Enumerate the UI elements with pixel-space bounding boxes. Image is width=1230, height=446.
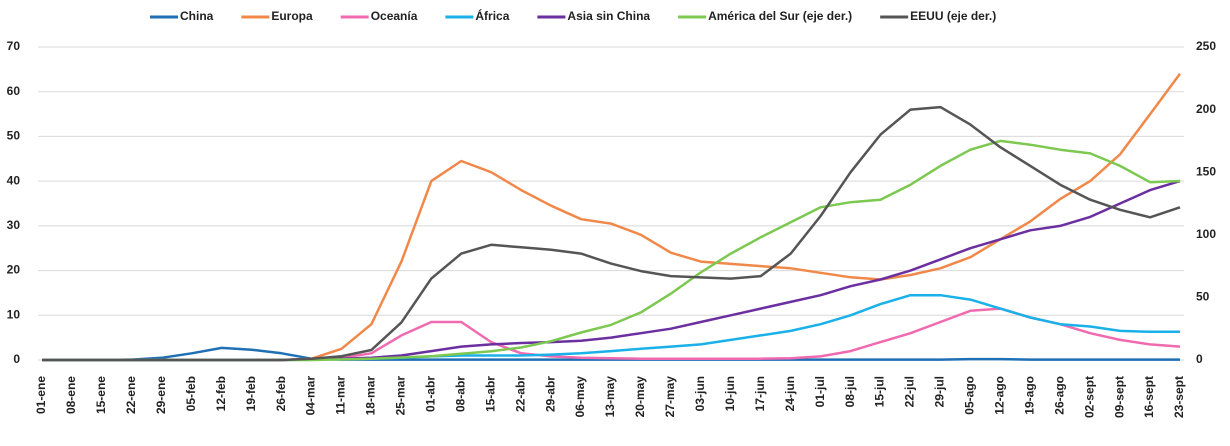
- x-tick-label: 29-jul: [933, 376, 947, 407]
- legend-label: América del Sur (eje der.): [708, 9, 852, 23]
- x-tick-label: 20-may: [633, 376, 647, 418]
- y-tick-label: 10: [7, 307, 21, 321]
- x-tick-label: 01-abr: [423, 376, 437, 412]
- y-tick-label: 0: [13, 352, 20, 366]
- x-tick-label: 23-sept: [1172, 376, 1186, 418]
- x-tick-label: 26-ago: [1052, 376, 1066, 415]
- series-line: [42, 105, 1181, 362]
- x-tick-label: 08-abr: [453, 376, 467, 412]
- x-tick-label: 19-feb: [244, 376, 258, 411]
- x-tick-label: 16-sept: [1142, 376, 1156, 418]
- x-tick-label: 08-ene: [64, 376, 78, 414]
- x-tick-label: 02-sept: [1082, 376, 1096, 418]
- x-tick-label: 11-mar: [334, 376, 348, 415]
- x-tick-label: 29-abr: [543, 376, 557, 412]
- x-tick-label: 29-ene: [154, 376, 168, 414]
- series-line: [42, 73, 1182, 362]
- x-tick-label: 15-ene: [94, 376, 108, 414]
- x-tick-label: 26-feb: [274, 376, 288, 411]
- x-tick-label: 13-may: [603, 376, 617, 418]
- x-tick-label: 12-ago: [992, 376, 1006, 415]
- x-tick-label: 01-jul: [813, 376, 827, 407]
- x-tick-label: 12-feb: [214, 376, 228, 411]
- x-tick-label: 01-ene: [34, 376, 48, 414]
- x-tick-label: 10-jun: [723, 376, 737, 411]
- y-tick-label: 30: [7, 218, 21, 232]
- y-tick-label: 60: [7, 84, 21, 98]
- y2-tick-label: 100: [1196, 227, 1216, 241]
- x-tick-label: 24-jun: [783, 376, 797, 411]
- legend-label: Oceanía: [371, 9, 418, 23]
- x-tick-label: 22-jul: [903, 376, 917, 407]
- x-tick-label: 05-ago: [963, 376, 977, 415]
- x-tick-label: 09-sept: [1112, 376, 1126, 418]
- series-line: [42, 346, 1180, 362]
- y-tick-label: 50: [7, 129, 21, 143]
- x-tick-label: 19-ago: [1022, 376, 1036, 415]
- y-tick-label: 70: [7, 39, 21, 53]
- y2-tick-label: 150: [1196, 164, 1216, 178]
- x-tick-label: 03-jun: [693, 376, 707, 411]
- legend-label: Asia sin China: [567, 9, 650, 23]
- x-tick-label: 15-jul: [873, 376, 887, 407]
- legend-label: China: [180, 9, 214, 23]
- x-tick-label: 15-abr: [483, 376, 497, 412]
- y2-tick-label: 200: [1196, 102, 1216, 116]
- x-tick-label: 22-ene: [124, 376, 138, 414]
- x-tick-label: 27-may: [663, 376, 677, 418]
- legend-label: EEUU (eje der.): [910, 9, 996, 23]
- y-tick-label: 40: [7, 173, 21, 187]
- x-tick-label: 04-mar: [304, 376, 318, 416]
- x-tick-label: 05-feb: [184, 376, 198, 411]
- y2-tick-label: 0: [1196, 352, 1203, 366]
- x-tick-label: 08-jul: [843, 376, 857, 407]
- legend-label: África: [475, 8, 509, 23]
- x-tick-label: 25-mar: [394, 376, 408, 416]
- x-tick-label: 06-may: [573, 376, 587, 418]
- series-line: [42, 139, 1181, 362]
- x-tick-label: 18-mar: [364, 376, 378, 416]
- y2-tick-label: 250: [1196, 39, 1216, 53]
- legend-label: Europa: [271, 9, 313, 23]
- y-tick-label: 20: [7, 263, 21, 277]
- y2-tick-label: 50: [1196, 290, 1210, 304]
- x-tick-label: 22-abr: [513, 376, 527, 412]
- x-tick-label: 17-jun: [753, 376, 767, 411]
